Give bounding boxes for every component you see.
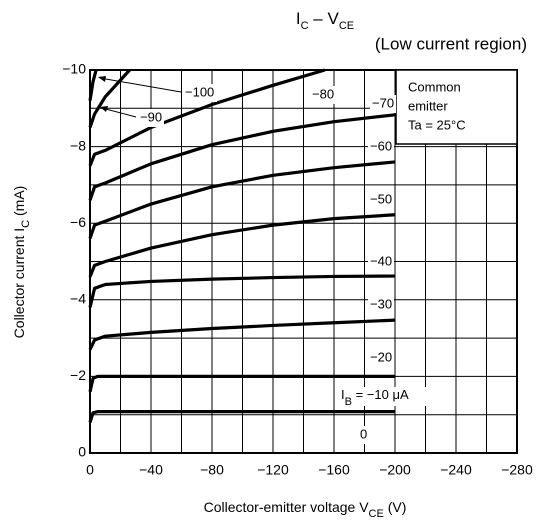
y-axis-label: Collector current IC (mA) <box>11 186 32 339</box>
text-part: I <box>296 9 301 28</box>
curve-label: −80 <box>312 86 334 101</box>
label-background <box>310 86 336 104</box>
x-tick-label: −240 <box>440 462 472 478</box>
text-part: (V) <box>384 499 407 515</box>
label-background <box>368 191 394 209</box>
y-tick-label: −2 <box>70 367 86 383</box>
text-part: μA <box>389 387 409 402</box>
curve-label: IB = −10 μA <box>341 387 409 407</box>
label-background <box>183 84 217 102</box>
text-part: Collector-emitter voltage V <box>204 499 370 515</box>
curve <box>88 113 396 201</box>
x-tick-label: −200 <box>379 462 411 478</box>
arrow-head <box>100 106 108 112</box>
label-background <box>368 349 394 367</box>
y-tick-label: −8 <box>70 137 86 153</box>
text-part: Collector current I <box>11 228 27 338</box>
x-tick-label: −40 <box>139 462 163 478</box>
curve <box>88 410 395 423</box>
curve <box>88 69 98 101</box>
text-part: C <box>20 220 32 228</box>
curve <box>88 160 396 240</box>
curve-label: −70 <box>372 95 394 110</box>
curve <box>88 213 396 278</box>
text-part: I <box>341 387 345 402</box>
note-text: Ta = 25°C <box>408 117 466 132</box>
text-part: (mA) <box>11 186 27 220</box>
curve-label: −60 <box>370 138 392 153</box>
x-tick-label: −160 <box>318 462 350 478</box>
arrow-head <box>98 76 106 82</box>
x-tick-label: −120 <box>257 462 289 478</box>
text-part: B <box>345 396 352 408</box>
label-background <box>370 95 396 113</box>
plot-frame <box>89 69 518 454</box>
text-part: −10 <box>367 387 389 402</box>
x-tick-label: −280 <box>501 462 533 478</box>
arrow <box>99 77 182 93</box>
text-part: CE <box>339 20 354 32</box>
y-tick-label: −6 <box>70 214 86 230</box>
curve-label: −100 <box>185 84 214 99</box>
curve <box>88 318 396 351</box>
y-tick-label: −10 <box>62 61 86 77</box>
chart-title: IC – VCE <box>296 9 354 31</box>
curve-label: −20 <box>370 349 392 364</box>
note-text: Common <box>408 79 461 94</box>
curve <box>88 68 131 128</box>
text-part: CE <box>369 508 384 520</box>
curve-label: −50 <box>370 191 392 206</box>
label-background <box>368 138 394 156</box>
label-background <box>368 296 394 314</box>
x-tick-label: −80 <box>200 462 224 478</box>
curve <box>88 274 396 308</box>
note-text: emitter <box>408 98 448 113</box>
curve-label: −90 <box>140 109 162 124</box>
text-part: C <box>301 20 309 32</box>
x-tick-label: 0 <box>86 462 94 478</box>
curve <box>88 68 326 167</box>
curve-label: 0 <box>360 426 367 441</box>
y-tick-label: −4 <box>70 291 86 307</box>
chart-subtitle: (Low current region) <box>375 34 527 53</box>
curve <box>88 374 395 393</box>
text-part: = <box>352 387 367 402</box>
label-background <box>368 253 394 271</box>
arrow <box>101 107 137 118</box>
x-axis-label: Collector-emitter voltage VCE (V) <box>204 499 407 520</box>
text-part: – V <box>309 9 340 28</box>
curve-label: −30 <box>370 296 392 311</box>
label-background <box>358 426 372 444</box>
label-background <box>338 387 434 406</box>
label-background <box>138 109 164 127</box>
curve-label: −40 <box>370 253 392 268</box>
note-box <box>395 69 518 145</box>
y-tick-label: 0 <box>78 444 86 460</box>
